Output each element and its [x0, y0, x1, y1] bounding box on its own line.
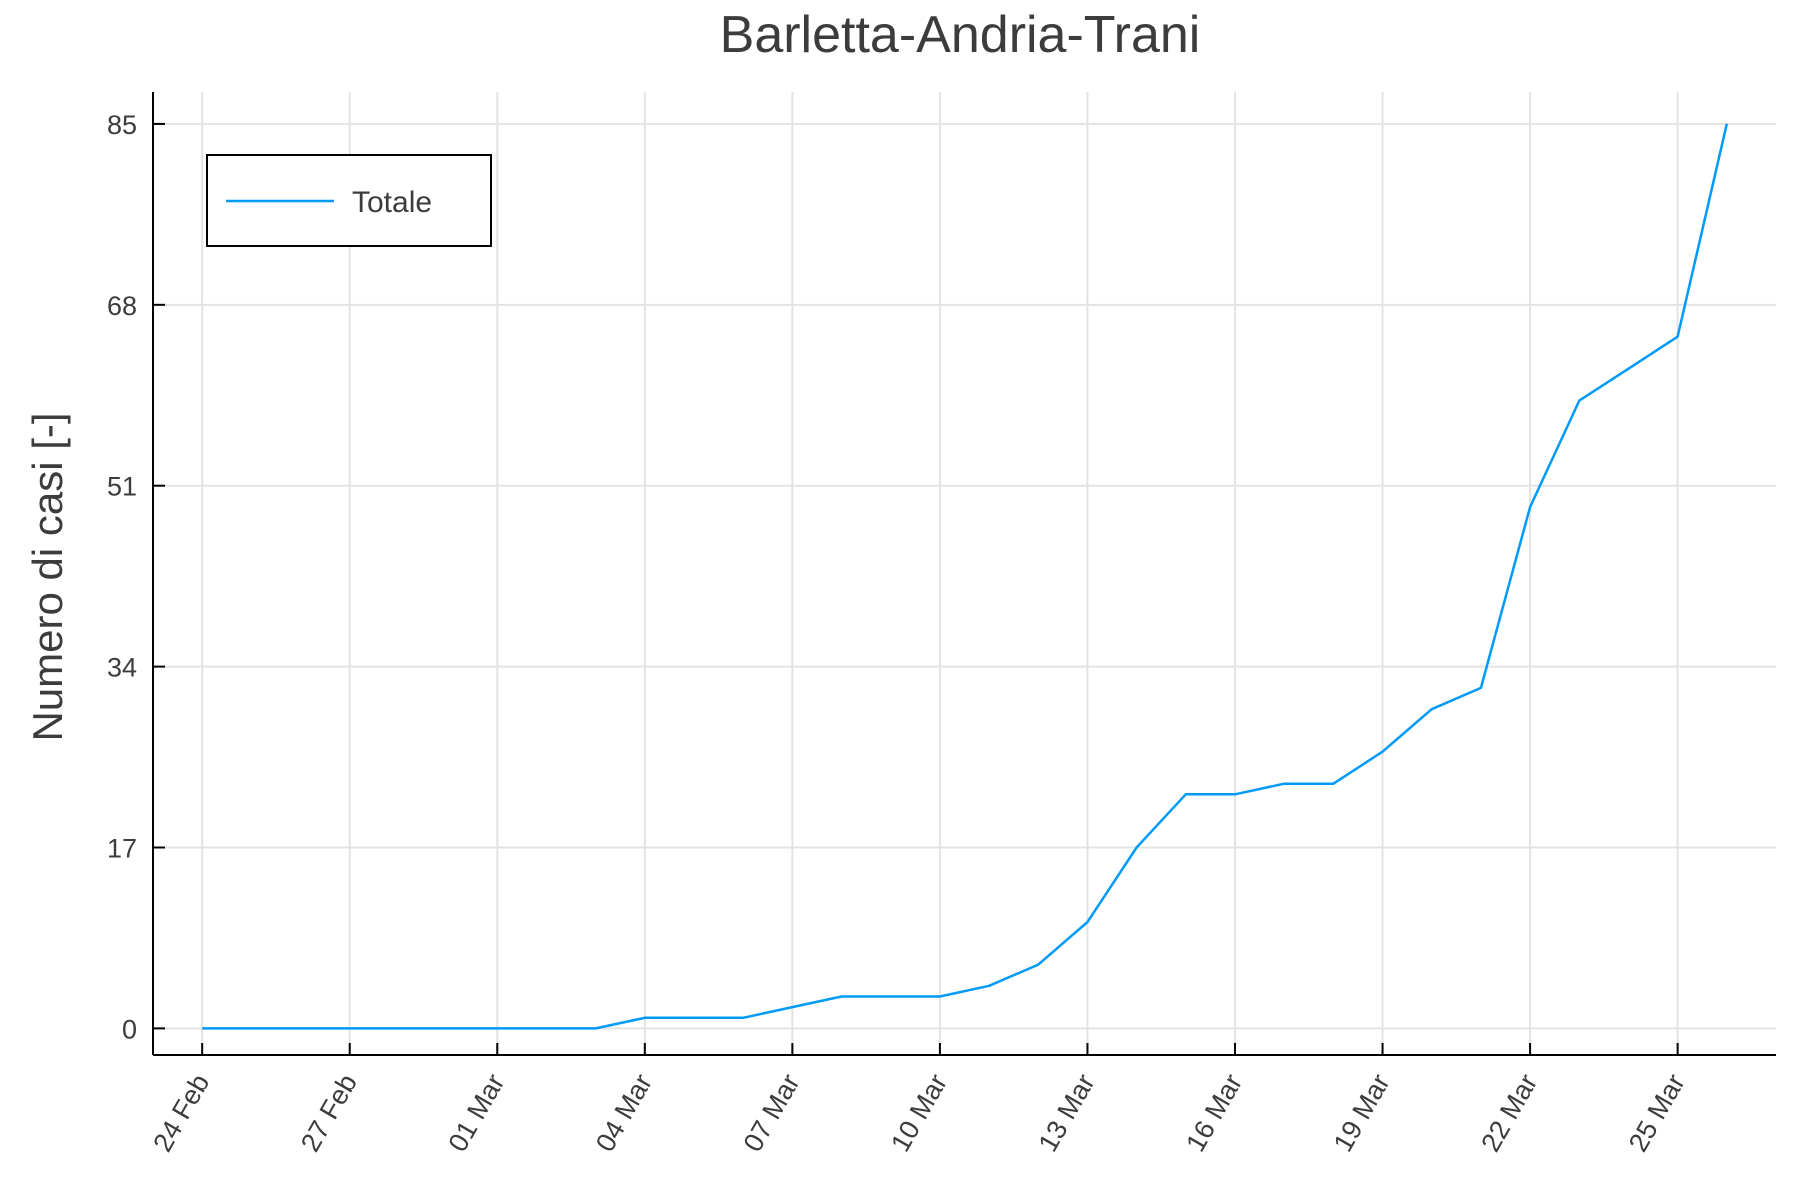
axes — [152, 92, 1776, 1056]
x-tick-labels: 24 Feb 27 Feb 01 Mar 04 Mar 07 Mar 10 Mar 13 M… — [147, 1069, 1690, 1157]
x-tick-label: 07 Mar — [738, 1069, 806, 1157]
x-tick-label: 04 Mar — [590, 1069, 658, 1157]
x-tick-label: 22 Mar — [1475, 1069, 1543, 1157]
y-tick-label: 0 — [122, 1014, 137, 1044]
legend: Totale — [206, 154, 492, 247]
x-tick-label: 13 Mar — [1033, 1069, 1101, 1157]
y-tick-label: 17 — [107, 834, 137, 864]
series-line-totale — [202, 123, 1729, 1030]
y-tick-label: 34 — [107, 653, 137, 683]
grid-lines — [153, 92, 1776, 1055]
chart-title: Barletta-Andria-Trani — [720, 6, 1201, 64]
x-tick-label: 25 Mar — [1623, 1069, 1691, 1157]
y-tick-labels: 0 17 34 51 68 85 — [107, 110, 137, 1044]
x-tick-label: 01 Mar — [442, 1069, 510, 1157]
x-tick-label: 10 Mar — [885, 1069, 953, 1157]
x-tick-label: 27 Feb — [295, 1069, 363, 1157]
y-tick-label: 85 — [107, 110, 137, 140]
x-tick-label: 24 Feb — [147, 1069, 215, 1157]
y-tick-label: 51 — [107, 472, 137, 502]
y-tick-label: 68 — [107, 291, 137, 321]
x-tick-label: 16 Mar — [1180, 1069, 1248, 1157]
series-lines — [202, 123, 1729, 1030]
x-tick-label: 19 Mar — [1328, 1069, 1396, 1157]
y-axis-label: Numero di casi [-] — [24, 412, 71, 741]
legend-label-totale: Totale — [352, 186, 432, 219]
